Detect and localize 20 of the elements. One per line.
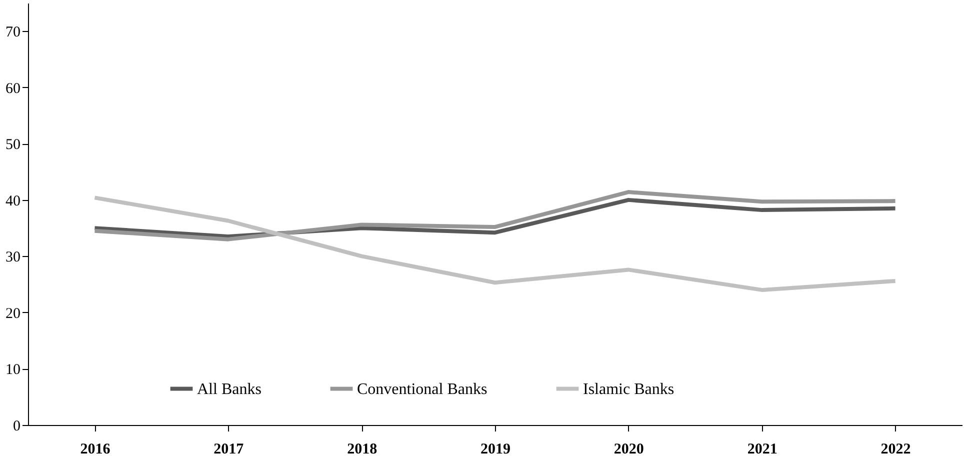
y-tick-label: 50 bbox=[6, 137, 20, 154]
line-series bbox=[92, 190, 898, 242]
x-tick-label: 2018 bbox=[347, 442, 378, 458]
y-tick-label: 0 bbox=[13, 418, 20, 434]
y-tick-label: 30 bbox=[6, 250, 20, 266]
y-tick-label: 60 bbox=[6, 80, 20, 97]
line-series bbox=[92, 196, 898, 292]
y-tick-label: 70 bbox=[6, 24, 20, 41]
x-tick-label: 2022 bbox=[880, 442, 911, 458]
y-tick-label: 10 bbox=[6, 362, 20, 378]
legend-label: Conventional Banks bbox=[357, 380, 488, 398]
x-tick-label: 2016 bbox=[80, 442, 111, 458]
x-tick-label: 2021 bbox=[747, 442, 778, 458]
legend-label: Islamic Banks bbox=[583, 380, 674, 398]
x-tick-label: 2019 bbox=[480, 442, 510, 458]
y-tick-label: 40 bbox=[6, 193, 20, 210]
x-tick-label: 2020 bbox=[614, 442, 644, 458]
y-tick-label: 20 bbox=[6, 306, 20, 322]
x-tick-label: 2017 bbox=[214, 442, 244, 458]
legend-label: All Banks bbox=[197, 380, 262, 398]
